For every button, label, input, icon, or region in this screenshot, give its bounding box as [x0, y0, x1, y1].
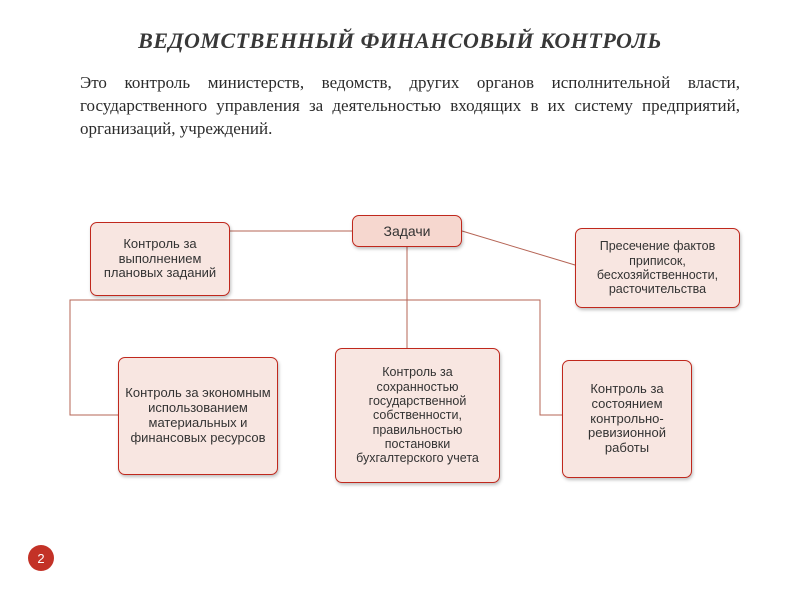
page-number-badge: 2: [28, 545, 54, 571]
diagram-connectors: [0, 0, 800, 600]
page-number-value: 2: [37, 551, 44, 566]
